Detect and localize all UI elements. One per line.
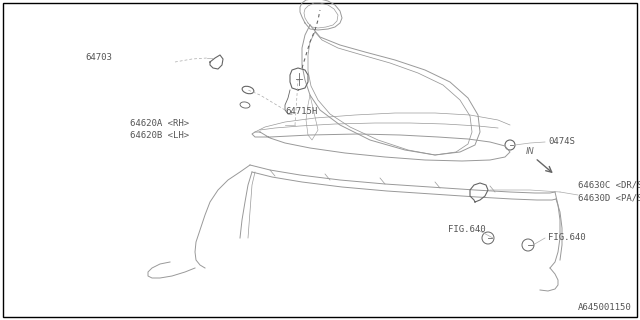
Text: 64630D <PA/S>: 64630D <PA/S> [578,194,640,203]
Text: 64620B <LH>: 64620B <LH> [130,131,189,140]
Text: 64630C <DR/S>: 64630C <DR/S> [578,180,640,189]
Text: 0474S: 0474S [548,138,575,147]
Text: FIG.640: FIG.640 [448,226,486,235]
Text: IN: IN [525,148,534,156]
Text: FIG.640: FIG.640 [548,233,586,242]
Text: A645001150: A645001150 [579,303,632,313]
Text: 64620A <RH>: 64620A <RH> [130,119,189,129]
Text: 64715H: 64715H [285,108,317,116]
Text: 64703: 64703 [85,53,112,62]
